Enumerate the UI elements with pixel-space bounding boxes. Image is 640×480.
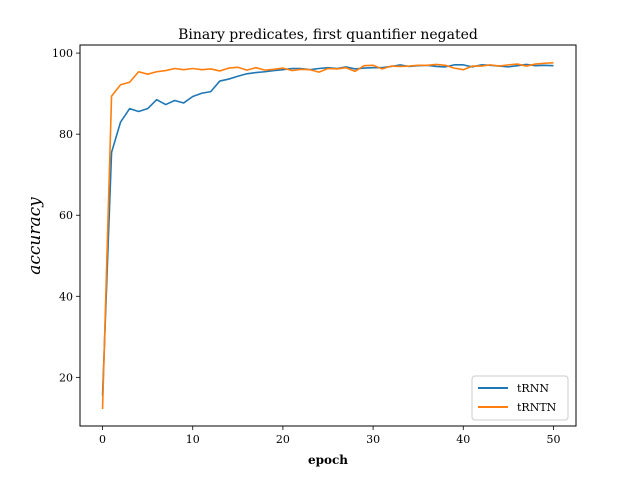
y-tick-label: 60 [59, 209, 73, 222]
legend-label-trnn: tRNN [517, 382, 549, 395]
x-tick-label: 0 [99, 433, 106, 446]
x-axis-ticks: 0 10 20 30 40 50 [99, 426, 560, 446]
y-tick-label: 20 [59, 371, 73, 384]
y-tick-label: 40 [59, 290, 73, 303]
x-tick-label: 10 [186, 433, 200, 446]
x-tick-label: 30 [366, 433, 380, 446]
x-axis-label: epoch [308, 453, 348, 467]
series-line-trnn [101, 63, 554, 396]
y-tick-label: 80 [59, 128, 73, 141]
y-axis-label: accuracy [25, 197, 45, 275]
y-tick-label: 100 [52, 47, 73, 60]
x-tick-label: 40 [456, 433, 470, 446]
series-line-trntn [101, 62, 554, 410]
x-tick-label: 50 [546, 433, 560, 446]
plot-frame [79, 44, 577, 427]
legend-label-trntn: tRNTN [517, 401, 557, 414]
plot-lines [101, 62, 554, 410]
legend: tRNN tRNTN [471, 375, 569, 421]
chart-title: Binary predicates, first quantifier nega… [178, 27, 478, 43]
y-axis-ticks: 20 40 60 80 100 [52, 47, 80, 384]
x-tick-label: 20 [276, 433, 290, 446]
